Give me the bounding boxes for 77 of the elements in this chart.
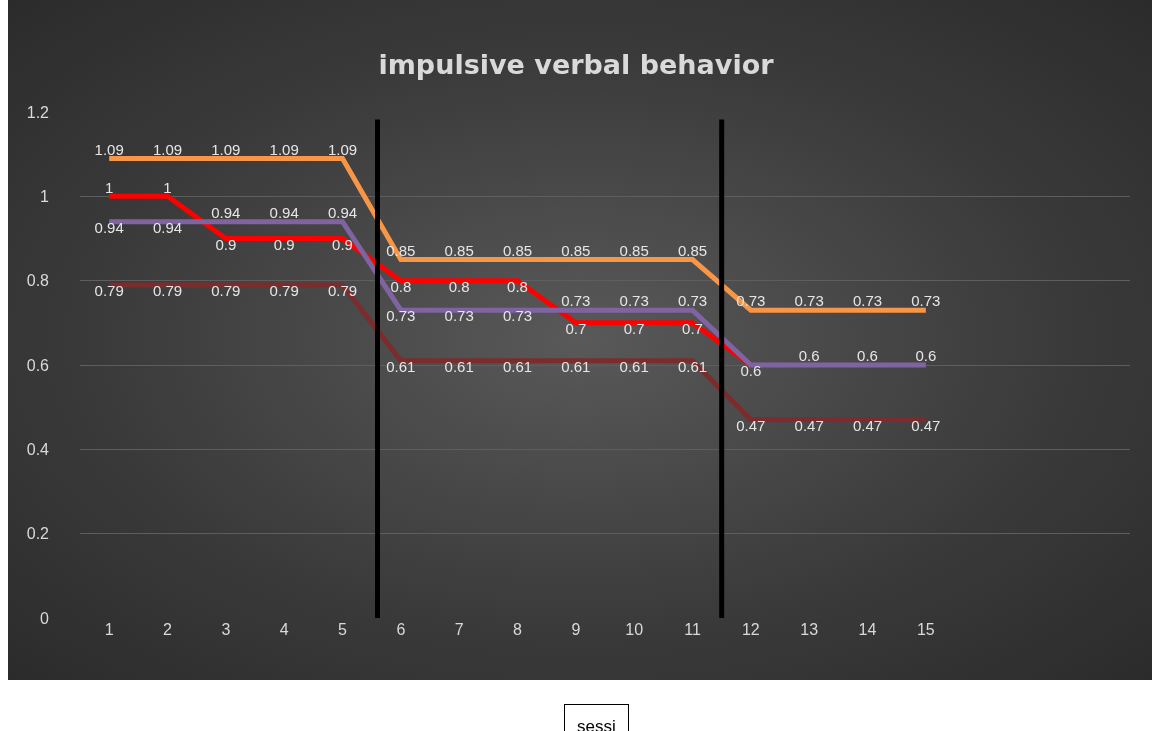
- data-label: 0.6: [857, 347, 878, 365]
- data-label: 0.47: [911, 417, 941, 435]
- data-label: 0.9: [215, 235, 237, 253]
- data-label: 0.73: [502, 307, 533, 325]
- x-tick-label: 15: [916, 621, 935, 638]
- y-tick-label: 0.2: [26, 525, 50, 543]
- data-label: 0.79: [152, 282, 183, 300]
- data-label: 0.61: [619, 358, 649, 376]
- data-label: 0.61: [502, 358, 533, 376]
- data-label: 0.85: [561, 241, 591, 259]
- data-label: 0.73: [794, 292, 824, 310]
- data-label: 0.61: [386, 358, 416, 376]
- data-label: 0.85: [677, 241, 708, 259]
- data-label: 0.94: [211, 203, 241, 221]
- data-label: 1.09: [152, 140, 183, 158]
- data-label: 0.61: [561, 358, 591, 376]
- x-tick-label: 1: [104, 621, 114, 638]
- data-label: 0.94: [94, 218, 124, 236]
- data-label: 1.09: [211, 140, 241, 158]
- data-label: 0.61: [677, 358, 708, 376]
- x-tick-label: 13: [800, 621, 819, 638]
- x-tick-label: 11: [684, 621, 701, 638]
- x-tick-label: 4: [279, 621, 289, 638]
- x-tick-label: 9: [571, 621, 581, 638]
- data-label: 0.73: [386, 307, 416, 325]
- data-label: 0.79: [269, 282, 299, 300]
- x-tick-label: 6: [396, 621, 406, 638]
- data-label: 0.6: [740, 362, 762, 380]
- data-label: 1.09: [269, 140, 299, 158]
- data-label: 0.73: [561, 292, 591, 310]
- data-label: 0.73: [444, 307, 474, 325]
- data-label: 0.7: [623, 320, 645, 338]
- x-tick-label: 14: [858, 621, 877, 638]
- data-label: 0.8: [448, 277, 470, 295]
- data-label: 0.47: [736, 417, 766, 435]
- data-label: 0.73: [677, 292, 708, 310]
- data-label: 0.9: [273, 235, 295, 253]
- data-label: 0.85: [619, 241, 649, 259]
- data-label: 0.8: [390, 277, 412, 295]
- y-tick-label: 1.2: [26, 103, 50, 121]
- data-label: 0.61: [444, 358, 474, 376]
- x-tick-label: 3: [221, 621, 231, 638]
- data-label: 0.9: [332, 235, 353, 253]
- x-tick-label: 12: [741, 621, 760, 638]
- data-label: 0.7: [682, 320, 703, 338]
- data-label: 0.73: [619, 292, 649, 310]
- data-label: 0.6: [915, 347, 937, 365]
- data-label: 0.79: [327, 282, 358, 300]
- data-label: 0.73: [852, 292, 883, 310]
- x-tick-label: 5: [338, 621, 348, 638]
- y-tick-label: 1: [40, 187, 50, 205]
- data-label: 1: [163, 178, 172, 196]
- data-label: 0.47: [852, 417, 883, 435]
- data-label: 0.94: [269, 203, 299, 221]
- data-label: 0.7: [565, 320, 587, 338]
- data-label: 0.94: [152, 218, 183, 236]
- data-label: 0.79: [94, 282, 124, 300]
- data-label: 0.47: [794, 417, 824, 435]
- data-label: 1.09: [94, 140, 124, 158]
- x-tick-label: 2: [163, 621, 173, 638]
- data-label: 0.85: [444, 241, 474, 259]
- data-label: 0.85: [502, 241, 533, 259]
- x-tick-label: 8: [513, 621, 523, 638]
- data-label: 0.73: [911, 292, 941, 310]
- data-label: 1.09: [327, 140, 358, 158]
- data-label: 0.6: [798, 347, 820, 365]
- data-label: 0.8: [507, 277, 528, 295]
- data-label: 1: [105, 178, 114, 196]
- x-tick-label: 7: [454, 621, 464, 638]
- chart-title: impulsive verbal behavior: [378, 48, 775, 80]
- y-tick-label: 0.4: [26, 440, 50, 458]
- data-label: 0.94: [327, 203, 358, 221]
- y-tick-label: 0: [40, 609, 50, 627]
- data-label: 0.79: [211, 282, 241, 300]
- y-tick-label: 0.8: [26, 272, 50, 290]
- x-tick-label: 10: [625, 621, 644, 638]
- y-tick-label: 0.6: [26, 356, 50, 374]
